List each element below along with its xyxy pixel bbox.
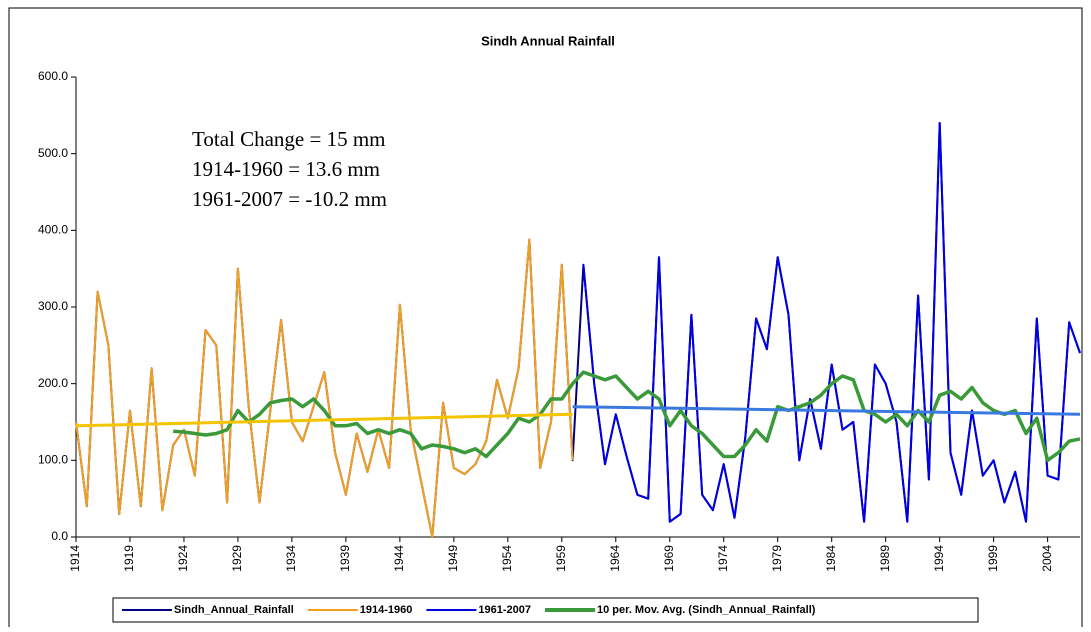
series-line <box>75 238 574 538</box>
x-tick-label: 1994 <box>932 545 946 572</box>
x-tick-label: 1959 <box>554 545 568 572</box>
series-line <box>582 122 1081 523</box>
x-tick-label: 1989 <box>878 545 892 572</box>
y-tick-label: 400.0 <box>38 223 68 237</box>
x-tick-label: 1949 <box>446 545 460 572</box>
x-tick-label: 1979 <box>770 545 784 572</box>
x-tick-label: 1919 <box>122 545 136 572</box>
legend-label: 1961-2007 <box>478 604 531 616</box>
y-tick-label: 100.0 <box>38 453 68 467</box>
legend-label: 10 per. Mov. Avg. (Sindh_Annual_Rainfall… <box>597 604 816 616</box>
annotation: 1961-2007 = -10.2 mm <box>192 187 387 211</box>
annotation: Total Change = 15 mm <box>192 127 386 151</box>
x-tick-label: 1914 <box>68 545 82 572</box>
x-tick-label: 1929 <box>230 545 244 572</box>
legend-label: 1914-1960 <box>360 604 413 616</box>
y-tick-label: 500.0 <box>38 146 68 160</box>
y-tick-label: 200.0 <box>38 376 68 390</box>
x-tick-label: 1954 <box>500 545 514 572</box>
y-tick-label: 300.0 <box>38 299 68 313</box>
x-tick-label: 1974 <box>716 545 730 572</box>
x-tick-label: 1984 <box>824 545 838 572</box>
series-line <box>173 370 1081 463</box>
x-tick-label: 1939 <box>338 545 352 572</box>
legend-label: Sindh_Annual_Rainfall <box>174 604 294 616</box>
chart-title: Sindh Annual Rainfall <box>481 33 615 48</box>
trend-line <box>75 412 573 428</box>
x-tick-label: 1944 <box>392 545 406 572</box>
y-tick-label: 0.0 <box>51 529 68 543</box>
y-tick-label: 600.0 <box>38 69 68 83</box>
chart-border <box>8 7 1083 629</box>
x-tick-label: 1934 <box>284 545 298 572</box>
x-tick-label: 1964 <box>608 545 622 572</box>
x-tick-label: 1999 <box>986 545 1000 572</box>
annotation: 1914-1960 = 13.6 mm <box>192 157 380 181</box>
trend-line <box>572 405 1081 416</box>
x-tick-label: 1969 <box>662 545 676 572</box>
x-tick-label: 1924 <box>176 545 190 572</box>
x-tick-label: 2004 <box>1040 545 1054 572</box>
